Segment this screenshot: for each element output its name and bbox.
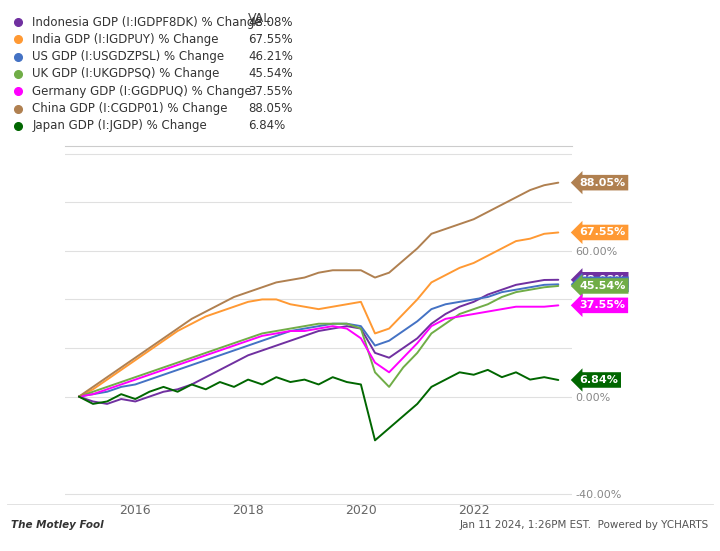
Text: 46.21%: 46.21% xyxy=(248,50,293,63)
Text: Germany GDP (I:GGDPUQ) % Change: Germany GDP (I:GGDPUQ) % Change xyxy=(32,85,252,98)
Text: 48.08%: 48.08% xyxy=(248,15,293,29)
Text: Indonesia GDP (I:IGDPF8DK) % Change: Indonesia GDP (I:IGDPF8DK) % Change xyxy=(32,15,262,29)
Text: India GDP (I:IGDPUY) % Change: India GDP (I:IGDPUY) % Change xyxy=(32,33,219,46)
Text: 45.54%: 45.54% xyxy=(580,281,626,291)
Text: 45.54%: 45.54% xyxy=(248,67,293,80)
Text: 67.55%: 67.55% xyxy=(248,33,293,46)
Text: 88.05%: 88.05% xyxy=(580,177,626,188)
Text: 37.55%: 37.55% xyxy=(248,85,293,98)
Text: 6.84%: 6.84% xyxy=(580,375,618,385)
Text: 88.05%: 88.05% xyxy=(248,102,293,115)
Text: 46.21%: 46.21% xyxy=(580,279,626,289)
Text: Jan 11 2024, 1:26PM EST.  Powered by YCHARTS: Jan 11 2024, 1:26PM EST. Powered by YCHA… xyxy=(460,520,709,530)
Text: China GDP (I:CGDP01) % Change: China GDP (I:CGDP01) % Change xyxy=(32,102,228,115)
Text: 67.55%: 67.55% xyxy=(580,228,626,237)
Text: UK GDP (I:UKGDPSQ) % Change: UK GDP (I:UKGDPSQ) % Change xyxy=(32,67,220,80)
Text: 48.08%: 48.08% xyxy=(580,275,626,285)
Text: 6.84%: 6.84% xyxy=(248,120,286,132)
Text: VAL: VAL xyxy=(248,13,271,25)
Text: Japan GDP (I:JGDP) % Change: Japan GDP (I:JGDP) % Change xyxy=(32,120,207,132)
Text: The Motley Fool: The Motley Fool xyxy=(11,520,104,530)
Text: US GDP (I:USGDZPSL) % Change: US GDP (I:USGDZPSL) % Change xyxy=(32,50,225,63)
Text: 37.55%: 37.55% xyxy=(580,300,626,310)
